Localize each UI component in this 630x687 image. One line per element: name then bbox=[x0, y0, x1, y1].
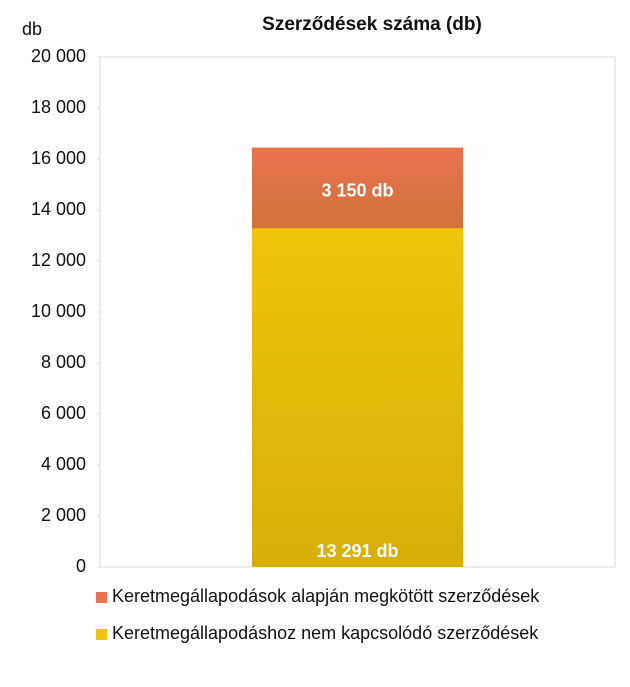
y-axis-label: db bbox=[22, 19, 42, 39]
legend-label: Keretmegállapodások alapján megkötött sz… bbox=[112, 586, 540, 606]
data-label: 3 150 db bbox=[321, 181, 393, 201]
legend-swatch bbox=[96, 592, 107, 603]
y-tick-label: 0 bbox=[76, 556, 86, 576]
legend-item: Keretmegállapodások alapján megkötött sz… bbox=[96, 586, 576, 607]
chart-title: Szerződések száma (db) bbox=[262, 14, 482, 35]
y-tick-label: 4 000 bbox=[41, 454, 86, 474]
bar-segment bbox=[252, 228, 463, 567]
y-tick-label: 12 000 bbox=[31, 250, 86, 270]
y-tick-label: 10 000 bbox=[31, 301, 86, 321]
bar-segment bbox=[252, 147, 463, 229]
y-tick-label: 18 000 bbox=[31, 97, 86, 117]
y-tick-label: 16 000 bbox=[31, 148, 86, 168]
legend-item: Keretmegállapodáshoz nem kapcsolódó szer… bbox=[96, 623, 576, 644]
y-tick-label: 20 000 bbox=[31, 46, 86, 66]
data-label: 13 291 db bbox=[316, 541, 398, 561]
legend-swatch bbox=[96, 629, 107, 640]
legend-label: Keretmegállapodáshoz nem kapcsolódó szer… bbox=[112, 623, 539, 643]
y-tick-label: 6 000 bbox=[41, 403, 86, 423]
legend: Keretmegállapodások alapján megkötött sz… bbox=[96, 586, 576, 660]
y-tick-label: 2 000 bbox=[41, 505, 86, 525]
y-tick-label: 14 000 bbox=[31, 199, 86, 219]
y-tick-label: 8 000 bbox=[41, 352, 86, 372]
chart: Szerződések száma (db) db 0 2 000 4 000 6 0… bbox=[22, 14, 616, 576]
